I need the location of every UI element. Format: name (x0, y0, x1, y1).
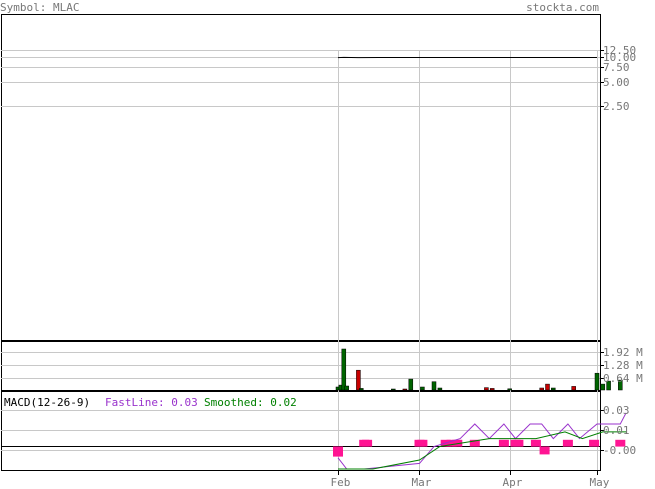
site-name: stockta.com (526, 2, 599, 13)
volume-tick-label: 1.92 M (603, 347, 643, 358)
macd-histogram-bar (333, 447, 343, 457)
x-tick-label: Apr (503, 477, 523, 488)
price-tick-label: 5.00 (603, 77, 630, 88)
macd-label: MACD(12-26-9) (4, 397, 90, 408)
volume-tick-label: 0.64 M (603, 373, 643, 384)
volume-bar (508, 389, 512, 390)
price-tick-label: 7.50 (603, 62, 630, 73)
x-tick-label: May (590, 477, 610, 488)
price-tick-label: 2.50 (603, 101, 630, 112)
volume-bar (403, 389, 407, 390)
volume-bar (420, 387, 424, 390)
volume-bar (540, 388, 544, 390)
macd-histogram-bar (417, 440, 427, 447)
volume-bar (359, 388, 363, 390)
macd-histogram-bar (589, 440, 599, 447)
smoothed-value: 0.02 (270, 396, 297, 409)
macd-histogram-bar (513, 440, 523, 447)
volume-bar (391, 389, 395, 390)
fastline-legend: FastLine: 0.03 (105, 397, 198, 408)
volume-bar (490, 388, 494, 390)
volume-bar (345, 386, 349, 390)
volume-bar (342, 349, 346, 390)
volume-bar (356, 370, 360, 390)
macd-histogram-bar (563, 440, 573, 447)
volume-bar (432, 382, 436, 390)
macd-histogram-bar (499, 440, 509, 447)
volume-bar (484, 388, 488, 390)
fastline-value: 0.03 (171, 396, 198, 409)
volume-bar (438, 388, 442, 390)
macd-tick-label: 0.03 (603, 405, 630, 416)
volume-tick-label: 1.28 M (603, 360, 643, 371)
volume-bar (601, 384, 605, 390)
volume-bar (551, 388, 555, 390)
symbol-label: Symbol: MLAC (0, 2, 79, 13)
volume-bar (546, 384, 550, 390)
smoothed-label: Smoothed: (204, 396, 264, 409)
macd-histogram-bar (362, 440, 372, 447)
macd-tick-label: -0.00 (603, 445, 636, 456)
volume-bar (595, 373, 599, 390)
volume-bar (409, 379, 413, 390)
macd-tick-label: 0.01 (603, 425, 630, 436)
fastline-label: FastLine: (105, 396, 165, 409)
macd-histogram-bar (540, 447, 550, 455)
smoothed-legend: Smoothed: 0.02 (204, 397, 297, 408)
x-tick-label: Feb (331, 477, 351, 488)
macd-histogram-bar (531, 440, 541, 447)
volume-bar (572, 386, 576, 390)
fastline-series (338, 413, 626, 469)
x-tick-label: Mar (412, 477, 432, 488)
